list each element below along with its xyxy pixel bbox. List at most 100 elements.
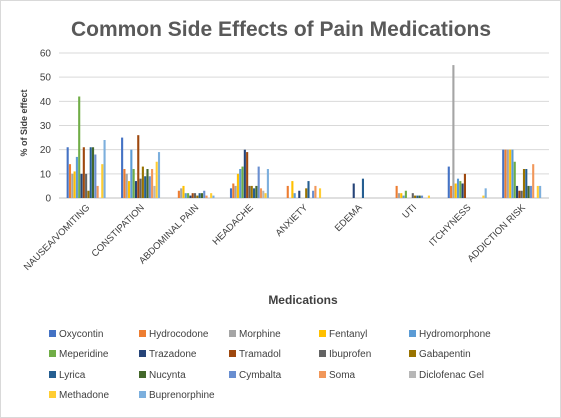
legend-label: Cymbalta xyxy=(239,370,282,381)
x-tick-label: NAUSEA/VOMITING xyxy=(22,202,92,272)
bar xyxy=(400,193,403,198)
bar xyxy=(157,152,161,198)
x-tick-label: ITCHYNESS xyxy=(427,202,473,248)
bar xyxy=(123,169,126,198)
bar xyxy=(82,147,85,198)
bar xyxy=(94,154,97,198)
bar xyxy=(243,149,246,198)
bar xyxy=(511,149,514,198)
bar xyxy=(416,195,419,198)
bar xyxy=(248,185,251,198)
legend-item: Tramadol xyxy=(229,349,281,360)
legend-label: Tramadol xyxy=(239,349,281,360)
x-tick-label: ANXIETY xyxy=(274,202,311,239)
bar xyxy=(139,178,142,198)
bar xyxy=(182,185,185,198)
bar xyxy=(198,193,201,198)
bar xyxy=(516,185,519,198)
bar xyxy=(200,193,203,198)
x-tick-label: ABDOMINAL PAIN xyxy=(137,202,201,266)
bar xyxy=(502,149,505,198)
legend: Oxycontin Hydrocodone Morphine Fentanyl Hydr… xyxy=(49,329,491,401)
legend-swatch xyxy=(319,371,326,378)
bar xyxy=(196,195,199,198)
y-tick-label: 10 xyxy=(40,169,52,180)
bar xyxy=(397,193,401,198)
bar xyxy=(520,190,523,198)
bar xyxy=(239,169,242,198)
bar xyxy=(361,178,365,198)
y-tick-label: 50 xyxy=(40,73,52,84)
bar xyxy=(75,156,78,198)
bar xyxy=(418,195,421,198)
legend-swatch xyxy=(229,350,236,357)
legend-swatch xyxy=(139,350,146,357)
legend-label: Oxycontin xyxy=(59,329,103,340)
legend-label: Trazadone xyxy=(149,349,197,360)
bar xyxy=(151,169,154,198)
bar xyxy=(262,190,265,198)
legend-item: Buprenorphine xyxy=(139,390,215,401)
bar xyxy=(184,193,187,198)
bar xyxy=(291,181,294,198)
legend-swatch xyxy=(49,391,56,398)
bar xyxy=(121,137,124,198)
bar xyxy=(203,190,206,198)
bar xyxy=(212,195,215,198)
bar xyxy=(132,169,135,198)
bar xyxy=(130,149,133,198)
legend-label: Meperidine xyxy=(59,349,109,360)
bar xyxy=(509,149,512,198)
y-tick-label: 0 xyxy=(45,194,51,205)
bar xyxy=(205,195,208,198)
legend-label: Fentanyl xyxy=(329,329,367,340)
y-axis-title: % of Side effect xyxy=(19,89,29,156)
bar xyxy=(312,190,315,198)
bar xyxy=(89,147,92,198)
legend-swatch xyxy=(229,371,236,378)
bar xyxy=(266,169,269,198)
bar xyxy=(518,190,521,198)
bar xyxy=(68,164,72,198)
legend-item: Cymbalta xyxy=(229,370,282,381)
bar xyxy=(463,173,466,198)
x-tick-label: HEADACHE xyxy=(211,202,256,247)
bar xyxy=(127,181,131,198)
bar xyxy=(66,147,69,198)
x-tick-label: CONSTIPATION xyxy=(90,202,147,259)
bar xyxy=(318,188,322,198)
y-tick-label: 20 xyxy=(40,145,52,156)
bar xyxy=(177,190,180,198)
bar xyxy=(101,164,104,198)
legend-swatch xyxy=(409,330,416,337)
bar xyxy=(141,166,144,198)
bar xyxy=(144,176,147,198)
bar xyxy=(234,185,237,198)
legend-item: Meperidine xyxy=(49,349,109,360)
x-axis-title: Medications xyxy=(268,293,338,307)
bar xyxy=(146,169,149,198)
legend-swatch xyxy=(49,330,56,337)
bar xyxy=(298,190,301,198)
bar xyxy=(305,188,308,198)
bar xyxy=(148,176,151,198)
bar xyxy=(153,185,156,198)
bar xyxy=(404,190,407,198)
legend-item: Oxycontin xyxy=(49,329,103,340)
legend-label: Hydrocodone xyxy=(149,329,209,340)
bar xyxy=(506,149,509,198)
legend-item: Diclofenac Gel xyxy=(409,370,484,381)
bar xyxy=(96,185,99,198)
bar xyxy=(529,185,532,198)
legend-swatch xyxy=(139,371,146,378)
bar xyxy=(402,195,405,198)
legend-swatch xyxy=(49,350,56,357)
y-tick-label: 40 xyxy=(40,97,52,108)
bar xyxy=(259,188,263,198)
bar xyxy=(180,188,183,198)
bar xyxy=(525,169,528,198)
y-tick-label: 30 xyxy=(40,121,52,132)
bar xyxy=(482,195,485,198)
legend-swatch xyxy=(229,330,236,337)
